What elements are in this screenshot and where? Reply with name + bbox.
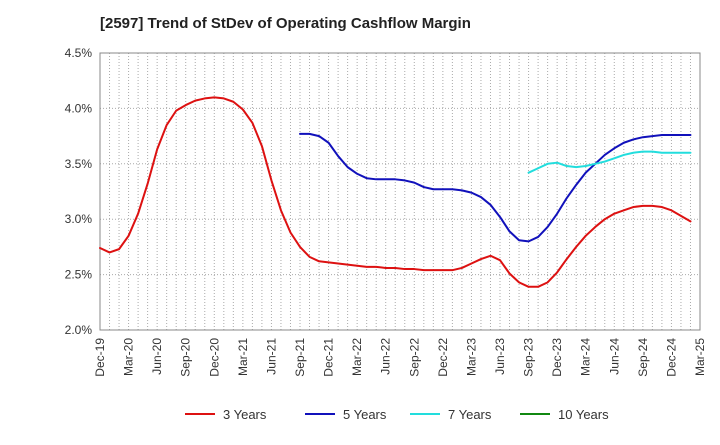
series-line-7-years: [527, 150, 692, 174]
plot-area: [100, 53, 700, 330]
x-tick-label: Dec-22: [436, 338, 450, 377]
x-tick-label: Dec-24: [664, 338, 678, 377]
legend-label: 3 Years: [223, 407, 267, 422]
x-tick-label: Sep-21: [293, 338, 307, 377]
y-tick-label: 2.0%: [65, 323, 93, 337]
x-tick-label: Jun-22: [379, 338, 393, 375]
legend-label: 5 Years: [343, 407, 387, 422]
y-tick-label: 3.0%: [65, 212, 93, 226]
x-tick-label: Jun-24: [607, 338, 621, 375]
series-line-3-years: [99, 96, 692, 288]
legend-label: 10 Years: [558, 407, 609, 422]
y-tick-label: 4.5%: [65, 46, 93, 60]
x-tick-label: Mar-23: [464, 338, 478, 376]
x-tick-label: Jun-20: [150, 338, 164, 375]
x-tick-label: Mar-20: [122, 338, 136, 376]
x-tick-label: Jun-23: [493, 338, 507, 375]
x-tick-label: Mar-21: [236, 338, 250, 376]
x-tick-label: Jun-21: [264, 338, 278, 375]
x-tick-label: Sep-24: [636, 338, 650, 377]
x-tick-label: Dec-19: [93, 338, 107, 377]
x-tick-label: Mar-25: [693, 338, 707, 376]
x-tick-label: Dec-23: [550, 338, 564, 377]
x-tick-label: Sep-23: [522, 338, 536, 377]
series-line-5-years: [299, 132, 692, 243]
legend-label: 7 Years: [448, 407, 492, 422]
x-tick-label: Dec-21: [322, 338, 336, 377]
x-tick-label: Dec-20: [207, 338, 221, 377]
y-tick-label: 4.0%: [65, 101, 93, 115]
x-tick-label: Sep-22: [407, 338, 421, 377]
plot-frame: [99, 52, 701, 331]
x-tick-label: Mar-22: [350, 338, 364, 376]
chart-title: [2597] Trend of StDev of Operating Cashf…: [100, 15, 471, 32]
y-tick-label: 2.5%: [65, 268, 93, 282]
x-tick-label: Mar-24: [579, 338, 593, 376]
x-tick-label: Sep-20: [179, 338, 193, 377]
y-tick-label: 3.5%: [65, 157, 93, 171]
